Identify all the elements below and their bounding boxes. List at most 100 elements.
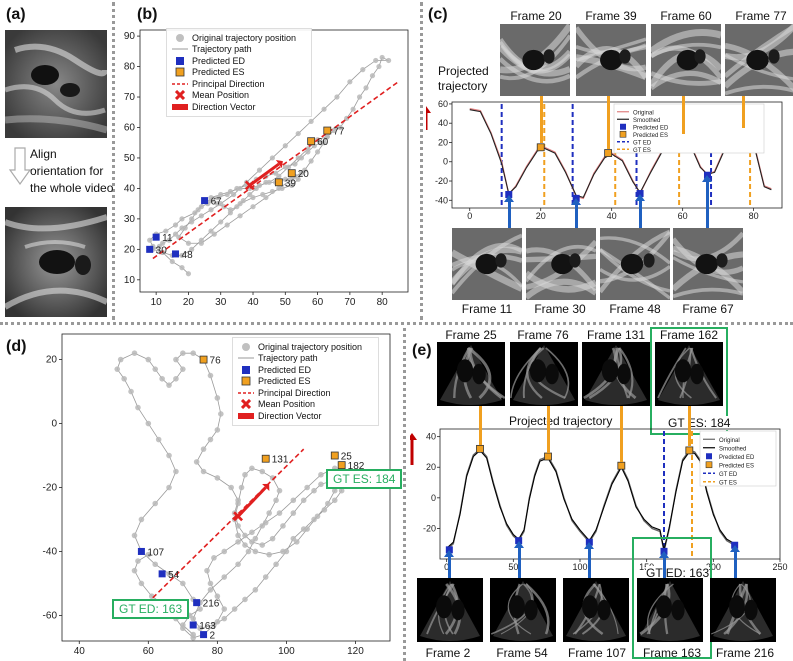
thumb-chamber [509, 595, 525, 619]
trajectory-point [185, 271, 192, 277]
trajectory-point [304, 526, 310, 532]
panel-e-ed-connector-head [584, 542, 595, 550]
trajectory-point [179, 265, 185, 271]
thumb-chamber [690, 363, 704, 385]
series-smoothed [469, 109, 772, 198]
thumb-cavity [746, 49, 769, 71]
panel-e-es-connector [620, 406, 624, 462]
thumb-cavity [768, 49, 780, 64]
trajectory-point [252, 535, 259, 542]
trajectory-point [198, 240, 204, 246]
trajectory-point [240, 198, 246, 204]
trajectory-point [145, 356, 152, 363]
predicted-es-label: 39 [285, 178, 297, 189]
panel-a-caption: Align orientation for the whole video [30, 146, 113, 197]
panel-c-bottom-frame-1-caption: Frame 11 [461, 302, 513, 316]
trajectory-point [235, 539, 241, 545]
trajectory-point [172, 222, 179, 228]
trajectory-point [169, 258, 175, 265]
trajectory-point [160, 240, 166, 246]
trajectory-point [221, 615, 228, 622]
y-tick-label: 40 [124, 183, 136, 194]
panel-c-es-connector [539, 96, 543, 144]
trajectory-point [135, 558, 141, 564]
panel-e-top-frame-3-image [582, 342, 650, 406]
x-tick-label: 60 [678, 211, 688, 221]
trajectory-point [344, 115, 350, 121]
trajectory-point [334, 94, 340, 100]
thumb-tissue [526, 270, 596, 293]
trajectory-point [280, 548, 286, 555]
thumb-cavity [551, 253, 574, 275]
trajectory-point [250, 204, 256, 210]
legend-label: Smoothed [633, 118, 660, 124]
trajectory-point [145, 420, 152, 427]
panel-c-label: (c) [428, 6, 448, 23]
predicted-ed-label: 11 [162, 233, 173, 244]
y-tick-label: 0 [443, 157, 448, 167]
direction-vector [237, 486, 267, 518]
y-tick-label: -40 [435, 195, 448, 205]
x-tick-label: 200 [706, 562, 721, 572]
predicted-ed-label: 163 [199, 621, 216, 632]
trajectory-point [117, 356, 124, 363]
legend-sym-es [705, 461, 713, 469]
trajectory-point [250, 194, 256, 201]
trajectory-point [231, 606, 238, 612]
chart-legend-box [699, 430, 777, 487]
trajectory-point [207, 587, 214, 593]
trajectory-point [235, 561, 241, 568]
legend-sym-ed [620, 123, 626, 130]
legend-b-es: Predicted ES [192, 67, 245, 78]
thumb-cavity [522, 49, 545, 71]
x-tick-label: 40 [74, 646, 86, 657]
trajectory-point [207, 580, 214, 587]
legend-b-mean: Mean Position [192, 90, 250, 101]
panel-e-bottom-frame-4-image [637, 578, 703, 642]
thumb-tissue [651, 70, 721, 91]
trajectory-point [221, 574, 228, 580]
trajectory-point [252, 548, 259, 555]
trajectory-point [224, 222, 230, 228]
trajectory-point [131, 350, 138, 356]
direction-vector-head [275, 160, 283, 169]
panel-c-side-title-line-1: Projected [438, 64, 489, 78]
thumb-cavity [495, 253, 507, 268]
panel-c-es-connector [607, 96, 611, 150]
thumb-cavity [475, 253, 498, 275]
separator-a-b [112, 2, 115, 320]
trajectory-point [200, 446, 207, 452]
trajectory-point [180, 625, 186, 632]
principal-direction-line [152, 81, 399, 260]
thumb-cavity [619, 49, 631, 64]
trajectory-point [193, 459, 200, 465]
y-tick-label: 30 [124, 214, 136, 225]
trajectory-point [308, 158, 314, 164]
trajectory-point [242, 471, 248, 478]
trajectory-point [207, 372, 214, 379]
predicted-ed-label: 2 [210, 631, 216, 642]
legend-label: Smoothed [719, 446, 746, 452]
mean-position-marker [233, 511, 244, 522]
panel-e-ed-connector [663, 557, 666, 578]
panel-e-es-connector [479, 406, 482, 445]
trajectory-point [289, 182, 295, 188]
trajectory-point [280, 523, 286, 529]
x-tick-label: 80 [212, 646, 224, 657]
trajectory-point [290, 510, 297, 516]
predicted-ed-marker [189, 621, 197, 629]
panel-e-gt-es-label: GT ES: 184 [668, 416, 731, 430]
trajectory-point [290, 497, 297, 504]
trajectory-point [266, 551, 272, 558]
trajectory-point [214, 593, 221, 600]
panel-c-ed-connector-head [571, 198, 582, 206]
trajectory-point [208, 194, 214, 201]
thumb-tissue [600, 265, 670, 282]
trajectory-point [121, 375, 127, 382]
y-tick-label: 50 [124, 153, 136, 164]
trajectory-point [197, 606, 203, 612]
trajectory-point [180, 580, 186, 587]
panel-d-gt-ed-box: GT ED: 163 [112, 599, 190, 619]
trajectory-point [197, 625, 203, 632]
panel-e-ed-connector-head [444, 549, 455, 557]
